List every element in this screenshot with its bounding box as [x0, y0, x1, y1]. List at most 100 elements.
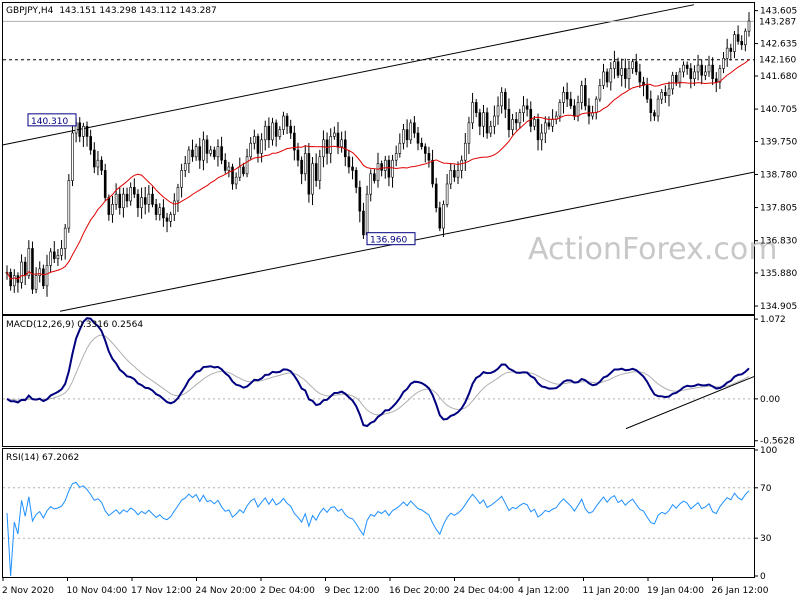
candle-body	[289, 125, 293, 134]
candle-body	[300, 159, 303, 175]
candle-body	[223, 159, 227, 171]
candle-body	[576, 102, 580, 117]
price-tick-label: 134.905	[760, 302, 797, 312]
candle-body	[253, 136, 256, 144]
candle-body	[398, 142, 402, 154]
support-tag: 142.160	[759, 56, 796, 66]
price-tick-label: 142.635	[760, 40, 797, 50]
candle-body	[533, 119, 536, 127]
candle-body	[402, 129, 405, 144]
candle-body	[507, 108, 511, 130]
candle-body	[551, 119, 554, 127]
candle-body	[689, 68, 693, 80]
time-tick-label: 26 Jan 12:00	[712, 586, 769, 596]
candle-body	[234, 176, 238, 185]
candle-body	[442, 204, 445, 229]
candle-body	[631, 61, 634, 69]
candle-body	[656, 98, 660, 117]
candle-body	[602, 71, 605, 86]
rsi-tick-label: 70	[760, 484, 772, 494]
candle-body	[12, 275, 16, 287]
candle-body	[667, 88, 671, 96]
rsi-tick-label: 100	[760, 446, 777, 456]
candle-body	[111, 204, 114, 215]
candle-body	[78, 122, 82, 137]
candle-body	[89, 136, 92, 151]
candle-body	[413, 122, 416, 134]
candle-body	[485, 112, 489, 134]
time-tick-label: 16 Dec 20:00	[389, 586, 450, 596]
candle-body	[180, 170, 183, 188]
candle-body	[231, 166, 234, 185]
candle-body	[722, 58, 725, 69]
annotation-high-text: 140.310	[31, 117, 68, 127]
time-tick-label: 4 Jan 12:00	[518, 586, 570, 596]
candle-body	[729, 47, 733, 52]
candle-body	[613, 61, 616, 69]
macd-tick-label: -0.5628	[760, 437, 795, 447]
candle-body	[216, 146, 220, 158]
candle-body	[645, 85, 649, 100]
channel-upper-line	[2, 4, 695, 146]
candle-body	[165, 217, 169, 222]
candle-body	[565, 91, 569, 100]
candle-body	[362, 210, 365, 236]
candle-body	[620, 68, 623, 76]
macd-layer	[3, 317, 755, 430]
candle-body	[463, 142, 467, 161]
support-tag-bg	[756, 53, 796, 66]
candle-body	[518, 112, 522, 124]
candle-body	[500, 91, 503, 107]
candle-body	[704, 71, 707, 76]
candle-body	[318, 156, 322, 181]
candle-body	[423, 146, 427, 154]
candle-body	[700, 64, 704, 76]
candle-body	[714, 78, 718, 83]
candle-body	[71, 132, 74, 181]
candle-body	[587, 105, 591, 117]
candle-body	[151, 193, 154, 205]
price-tick-label: 138.780	[760, 170, 797, 180]
candle-body	[103, 170, 107, 198]
candle-body	[125, 193, 129, 202]
macd-main-line	[6, 317, 750, 428]
price-layer: 140.310 136.960	[2, 4, 755, 312]
candle-body	[416, 132, 420, 144]
candle-body	[525, 105, 529, 110]
candle-body	[365, 193, 369, 236]
candle-body	[558, 102, 562, 117]
candle-body	[340, 139, 343, 147]
rsi-pane-frame	[2, 448, 755, 578]
price-pane-frame	[2, 2, 755, 315]
candle-body	[725, 47, 729, 59]
candle-body	[536, 119, 540, 141]
candle-body	[213, 149, 216, 158]
candle-body	[482, 112, 485, 127]
candle-body	[445, 183, 449, 205]
candle-body	[198, 146, 202, 161]
candle-body	[282, 115, 285, 130]
candle-body	[191, 149, 194, 158]
candle-body	[285, 115, 289, 127]
price-tick-label: 140.705	[760, 105, 797, 115]
candle-body	[747, 20, 751, 32]
macd-title: MACD(12,26,9) 0.3316 0.2564	[6, 320, 143, 330]
candle-body	[67, 180, 71, 229]
candle-body	[329, 136, 333, 154]
candle-body	[107, 197, 111, 215]
time-tick-label: 9 Dec 12:00	[325, 586, 380, 596]
candle-body	[263, 125, 267, 141]
rsi-layer	[3, 481, 754, 577]
candle-body	[427, 153, 431, 161]
candle-body	[569, 98, 573, 107]
candle-body	[605, 71, 609, 83]
candle-body	[471, 102, 474, 124]
time-tick-label: 2 Dec 04:00	[260, 586, 315, 596]
candle-body	[514, 119, 518, 124]
time-tick-label: 24 Nov 20:00	[196, 586, 257, 596]
axis-layer: 143.605 142.635 141.680 140.705 139.750 138.7…	[2, 7, 797, 596]
candle-body	[674, 75, 678, 83]
candle-body	[311, 163, 314, 195]
candle-body	[540, 132, 543, 141]
candle-body	[373, 173, 376, 181]
